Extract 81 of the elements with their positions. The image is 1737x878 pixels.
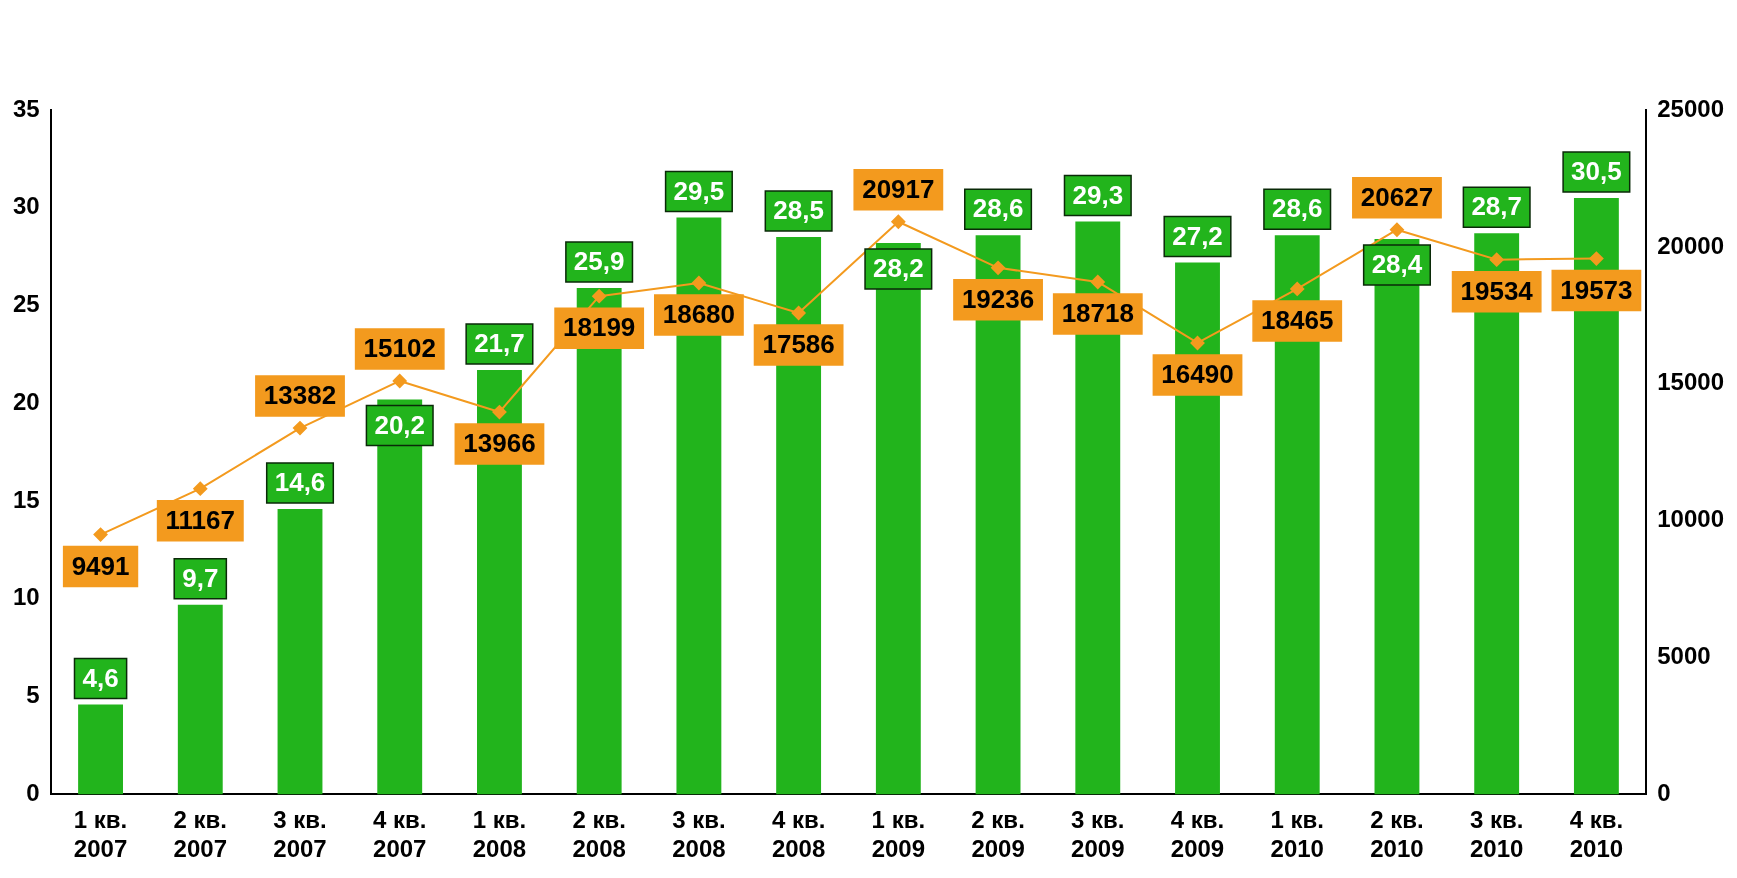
y-tick-label: 30 [12,192,40,220]
x-tick-label: 2 кв. 2007 [173,806,228,863]
y2-tick-label: 10000 [1657,505,1725,533]
data-label: 28,6 [1271,193,1323,224]
x-tick-label: 4 кв. 2010 [1569,806,1624,863]
point [93,527,108,542]
data-label: 28,4 [1371,249,1423,280]
data-label: 20917 [862,173,935,204]
data-label: 17586 [762,329,835,360]
y2-tick-label: 25000 [1657,94,1725,122]
data-label: 25,9 [573,246,625,277]
x-tick-label: 4 кв. 2008 [771,806,826,863]
y-tick-label: 0 [26,779,40,807]
bar [78,704,123,795]
data-label: 9491 [71,550,130,581]
y-tick-label: 35 [12,94,40,122]
x-tick-label: 2 кв. 2009 [971,806,1025,863]
bar [277,508,323,795]
data-label: 4,6 [82,662,119,693]
y-tick-label: 10 [12,583,40,611]
x-tick-label: 3 кв. 2008 [672,806,726,863]
data-label: 13966 [463,428,536,459]
data-label: 28,2 [873,253,924,284]
point [392,373,407,388]
point [492,405,507,420]
point [691,276,706,291]
point [1090,274,1105,289]
point [791,305,806,320]
y-tick-label: 20 [12,387,40,415]
x-tick-label: 4 кв. 2007 [373,806,427,863]
point [1589,251,1604,266]
data-label: 18718 [1061,298,1134,329]
data-label: 11167 [165,504,235,535]
data-label: 28,6 [972,193,1024,224]
data-label: 28,5 [773,195,824,226]
y2-tick-label: 0 [1657,779,1671,807]
x-tick-label: 3 кв. 2007 [273,806,327,863]
data-label: 21,7 [474,328,525,359]
point [1290,281,1305,296]
x-tick-label: 1 кв. 2010 [1270,806,1324,863]
data-label: 27,2 [1172,220,1223,251]
y-tick-label: 15 [12,485,40,513]
data-label: 9,7 [182,562,219,593]
data-label: 14,6 [274,467,326,498]
point [293,421,307,436]
bar [177,604,223,795]
data-label: 15102 [363,333,436,364]
point [1190,335,1205,350]
data-label: 29,3 [1072,179,1124,210]
point [592,289,607,304]
y2-tick-label: 5000 [1657,642,1711,670]
data-label: 29,5 [673,175,725,206]
data-label: 19534 [1460,275,1534,306]
data-label: 18680 [662,299,736,330]
y-tick-label: 5 [26,681,40,709]
data-label: 30,5 [1571,156,1622,187]
data-label: 13382 [263,380,337,411]
y-tick-label: 25 [12,290,40,318]
data-label: 19236 [961,283,1035,314]
x-tick-label: 3 кв. 2010 [1469,806,1524,863]
data-label: 19573 [1560,274,1633,305]
point [1489,252,1504,267]
data-label: 20627 [1360,181,1434,212]
x-tick-label: 2 кв. 2010 [1370,806,1424,863]
data-label: 16490 [1161,359,1234,390]
x-tick-label: 2 кв. 2008 [572,806,626,863]
point [193,481,208,496]
x-tick-label: 3 кв. 2009 [1071,806,1125,863]
y2-tick-label: 15000 [1657,368,1725,396]
data-label: 18465 [1261,305,1334,336]
point [891,214,906,229]
x-tick-label: 4 кв. 2009 [1170,806,1225,863]
point [1389,222,1404,237]
data-label: 18199 [563,312,636,343]
x-tick-label: 1 кв. 2007 [73,806,128,863]
x-tick-label: 1 кв. 2008 [472,806,527,863]
data-label: 20,2 [374,409,426,440]
y2-tick-label: 20000 [1657,231,1725,259]
x-tick-label: 1 кв. 2009 [871,806,926,863]
point [991,260,1006,275]
data-label: 28,7 [1471,191,1522,222]
